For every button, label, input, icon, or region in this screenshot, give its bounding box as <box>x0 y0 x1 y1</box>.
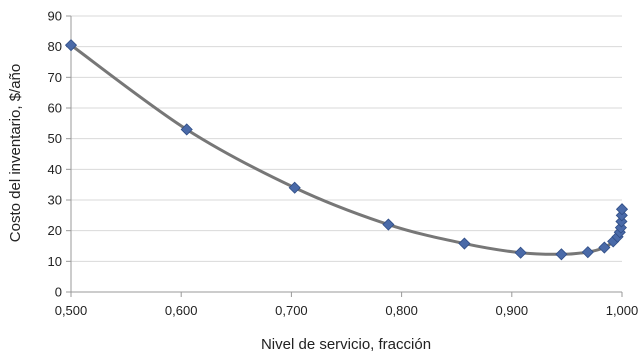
y-tick-label: 80 <box>48 39 62 54</box>
y-tick-label: 0 <box>55 285 62 300</box>
x-tick-label: 0,700 <box>275 303 308 318</box>
series-points <box>64 39 629 261</box>
y-tick-label: 90 <box>48 9 62 24</box>
y-tick-label: 30 <box>48 193 62 208</box>
data-point <box>615 203 629 216</box>
y-tick-label: 50 <box>48 131 62 146</box>
series-line <box>69 43 624 256</box>
x-tick-label: 0,500 <box>55 303 88 318</box>
x-tick-label: 1,000 <box>606 303 639 318</box>
data-point <box>382 218 395 231</box>
gridlines <box>71 15 622 262</box>
data-point <box>598 241 611 254</box>
x-tick-label: 0,600 <box>165 303 198 318</box>
data-point <box>514 246 527 259</box>
tick-labels: 0 10 20 30 40 50 60 70 80 90 0,500 0,600 0,700 0,800 0… <box>48 9 639 319</box>
y-tick-label: 70 <box>48 70 62 85</box>
data-point <box>458 237 471 250</box>
x-tick-label: 0,900 <box>496 303 529 318</box>
x-axis-title: Nivel de servicio, fracción <box>261 336 431 353</box>
data-point <box>288 181 301 194</box>
data-point <box>180 123 193 136</box>
y-tick-label: 60 <box>48 101 62 116</box>
y-axis-title: Costo del inventario, $/año <box>7 64 24 242</box>
x-tick-label: 0,800 <box>385 303 418 318</box>
data-point <box>64 39 78 52</box>
data-point <box>555 248 568 261</box>
y-tick-label: 40 <box>48 162 62 177</box>
y-tick-label: 10 <box>48 254 62 269</box>
data-point <box>581 246 594 259</box>
axes <box>66 15 623 297</box>
y-tick-label: 20 <box>48 223 62 238</box>
